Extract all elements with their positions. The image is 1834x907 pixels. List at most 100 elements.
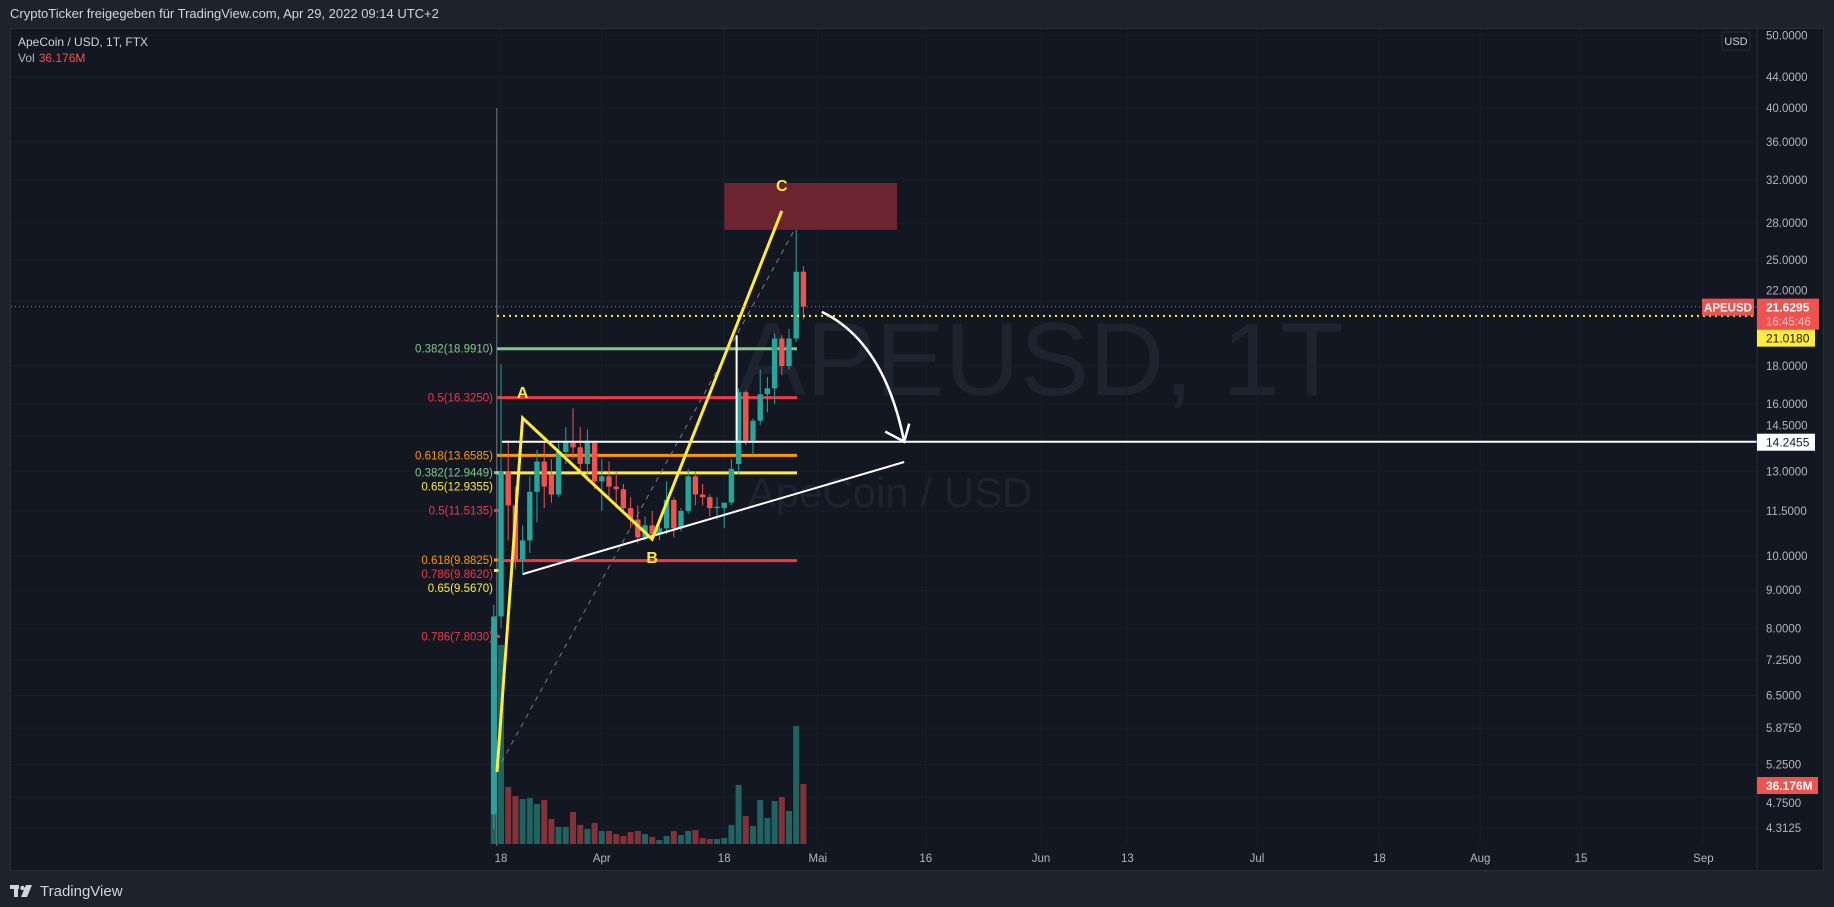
fib-level-label: 0.382(18.9910) [415, 344, 493, 356]
volume-bar [534, 804, 540, 844]
price-axis-label: 18.0000 [1766, 361, 1808, 373]
candle-body [491, 616, 497, 815]
volume-bar [591, 822, 598, 844]
trendline[interactable] [522, 461, 905, 576]
candle-body [757, 394, 763, 421]
price-axis-label: 36.0000 [1766, 137, 1808, 149]
volume-bar [577, 824, 584, 844]
price-axis-label: 9.0000 [1766, 585, 1801, 597]
curved-arrow[interactable] [821, 310, 906, 442]
volume-bar [771, 801, 778, 844]
fib-level-label: 0.618(9.8825) [421, 555, 493, 567]
currency-badge-label[interactable]: USD [1724, 36, 1747, 48]
price-axis-label: 32.0000 [1766, 175, 1808, 187]
candle-body [764, 388, 771, 395]
volume-bar [656, 840, 663, 844]
volume-bar [613, 834, 620, 844]
legend-vol-value: 36.176M [38, 51, 86, 65]
legend-symbol[interactable]: ApeCoin / USD, 1T, FTX [18, 35, 149, 49]
tradingview-logo-icon [10, 885, 32, 897]
time-axis-label: 16 [919, 853, 932, 865]
price-axis-label: 4.3125 [1766, 823, 1801, 835]
currency-badge[interactable] [1721, 31, 1751, 51]
volume-bar [735, 784, 742, 844]
candle-body [620, 489, 627, 509]
price-axis-label: 44.0000 [1766, 72, 1808, 84]
candle-body [663, 499, 670, 529]
share-info: CryptoTicker freigegeben für TradingView… [10, 6, 439, 21]
volume-bar [757, 800, 764, 844]
tradingview-brand[interactable]: TradingView [40, 882, 123, 900]
volume-bar [706, 839, 713, 844]
candle-body [635, 519, 641, 538]
volume-bar [584, 829, 591, 844]
candle-body [721, 502, 727, 509]
volume-bar [663, 836, 670, 844]
candle-body [570, 442, 576, 448]
horizontal-line-price-label: 14.2455 [1766, 436, 1810, 450]
time-axis-label: 13 [1121, 853, 1134, 865]
alert-price-box [1757, 329, 1815, 347]
alert-price-label: 21.0180 [1766, 332, 1810, 346]
abc-pattern-line[interactable] [495, 210, 784, 773]
candle-body [527, 491, 533, 541]
chart-panel[interactable] [10, 28, 1824, 871]
candle-body [735, 392, 742, 464]
fib-trend-dashed-line[interactable] [496, 226, 797, 771]
candle-body [649, 525, 655, 535]
plot-area: APEUSD, 1T ApeCoin / USD 0.382(18.9910) 0.5… [11, 29, 1757, 846]
fib-level-label: 0.65(12.9355) [421, 482, 493, 494]
symbol-price-tag [1702, 298, 1754, 316]
volume-bar [670, 831, 677, 844]
time-axis-label: Mai [809, 853, 828, 865]
fib-level-label: 0.618(13.6585) [415, 450, 493, 462]
candle-body [555, 451, 562, 495]
price-axis-label: 5.8750 [1766, 723, 1801, 735]
volume-bar [692, 830, 699, 844]
volume-bar [606, 831, 612, 844]
volume-bar [627, 832, 634, 844]
fib-level-label: 0.382(12.9449) [415, 468, 493, 480]
volume-bar [721, 838, 728, 844]
time-axis-label: Aug [1470, 853, 1490, 865]
volume-bar [786, 810, 792, 844]
target-zone-rectangle[interactable] [724, 183, 897, 230]
volume-bar [505, 786, 512, 844]
volume-bar [714, 839, 720, 844]
candle-body [577, 447, 583, 464]
volume-bar [498, 644, 504, 844]
candle-body [714, 506, 720, 509]
time-axis-label: 18 [495, 853, 508, 865]
volume-bar [512, 796, 519, 844]
volume-bar [526, 798, 533, 844]
candle-body [591, 442, 598, 482]
price-axis-label: 11.5000 [1766, 506, 1807, 518]
volume-bar [764, 817, 771, 844]
candle-body [800, 271, 807, 307]
price-axis-label: 5.2500 [1766, 760, 1801, 772]
bar-countdown-label: 16:45:46 [1766, 317, 1811, 329]
chart-legend: ApeCoin / USD, 1T, FTX Vol 36.176M [18, 34, 148, 66]
fib-level-label: 0.5(16.3250) [428, 393, 493, 405]
candle-body [685, 476, 691, 511]
volume-bar [649, 837, 656, 844]
volume-bar [598, 831, 605, 844]
candle-body [627, 508, 634, 520]
abc-label-c: C [776, 178, 788, 195]
watermark-title: APEUSD, 1T [737, 302, 1344, 418]
time-axis-label: 18 [718, 853, 731, 865]
fib-level-label: 0.5(11.5135) [429, 506, 494, 518]
footer: TradingView [10, 880, 123, 902]
time-axis-label: Sep [1693, 853, 1713, 865]
volume-bar [750, 825, 756, 844]
legend-vol-label: Vol [18, 51, 35, 65]
price-axis-label: 13.0000 [1766, 466, 1808, 478]
price-axis-label: 22.0000 [1766, 286, 1808, 298]
price-axis-label: 8.0000 [1766, 623, 1801, 635]
volume-bar [742, 815, 749, 844]
candle-body [541, 461, 547, 487]
fib-level-label: 0.65(9.5670) [428, 583, 493, 595]
candle-body [656, 528, 663, 535]
volume-bar [642, 834, 648, 844]
